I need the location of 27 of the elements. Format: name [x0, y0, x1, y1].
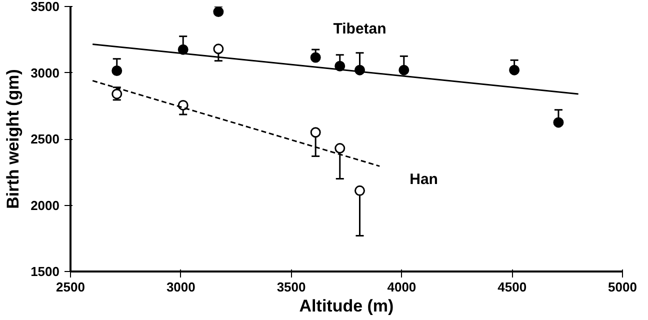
x-tick-label: 2500: [56, 280, 85, 294]
x-tick-label: 4500: [498, 280, 527, 294]
text: Han: [410, 171, 438, 188]
y-tick-label: 1500: [30, 264, 60, 279]
point: [509, 64, 520, 76]
point: [398, 64, 410, 76]
x-tick-label: 4000: [387, 280, 416, 294]
point: [354, 185, 365, 196]
x-axis-title: Altitude (m): [299, 296, 394, 316]
x-tick-label: 3500: [276, 280, 306, 294]
point: [310, 52, 321, 63]
point: [334, 60, 346, 72]
y-tick-label: 2500: [30, 132, 60, 146]
point: [310, 127, 321, 138]
x-tick-label: 3000: [166, 280, 196, 294]
point: [334, 143, 346, 154]
point: [213, 6, 224, 18]
y-tick-label: 2000: [30, 198, 60, 213]
y-axis-title: Birth weight (gm): [4, 69, 23, 209]
point: [553, 117, 564, 128]
point: [213, 44, 224, 54]
x-tick-label: 5000: [608, 280, 637, 294]
y-tick-label: 3000: [30, 65, 60, 80]
point: [178, 44, 188, 55]
y-tick-label: 3500: [30, 0, 60, 14]
point: [112, 66, 122, 76]
text: Tibetan: [333, 20, 386, 38]
